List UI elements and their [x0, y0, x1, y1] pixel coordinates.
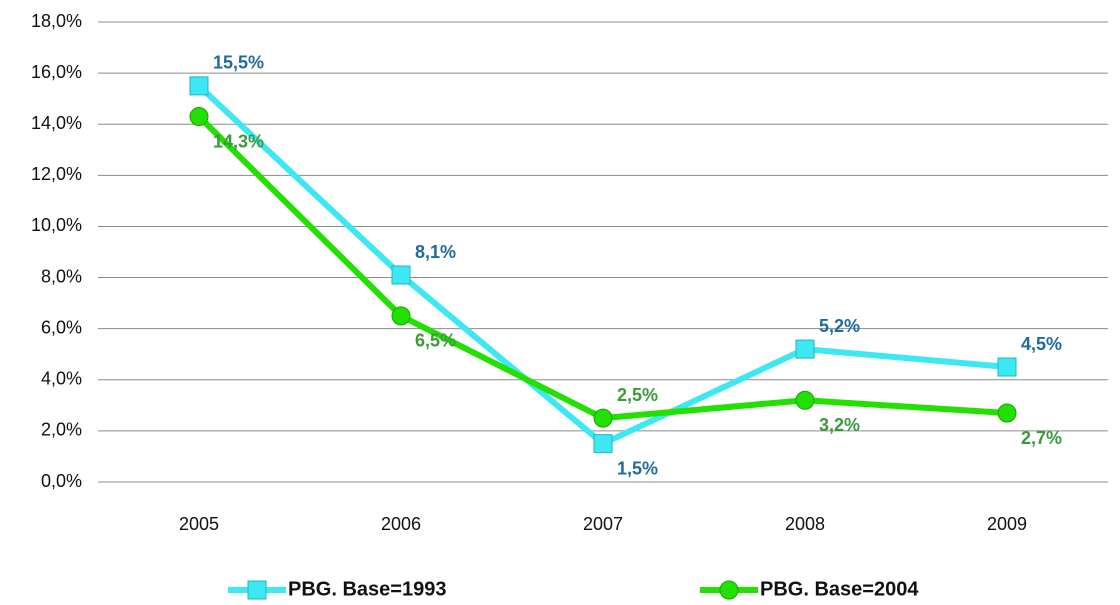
y-tick-label: 4,0% — [41, 369, 82, 389]
x-tick-label: 2006 — [381, 514, 421, 534]
data-label: 5,2% — [819, 316, 860, 336]
y-tick-label: 10,0% — [31, 215, 82, 235]
data-point — [189, 107, 209, 127]
y-tick-label: 18,0% — [31, 11, 82, 31]
data-label: 2,5% — [617, 385, 658, 405]
data-point — [391, 265, 411, 285]
legend-marker — [247, 580, 267, 600]
data-point — [391, 306, 411, 326]
data-point — [997, 403, 1017, 423]
series-line — [196, 114, 1008, 422]
x-tick-label: 2007 — [583, 514, 623, 534]
data-point — [593, 408, 613, 428]
data-label: 3,2% — [819, 415, 860, 435]
legend-marker — [719, 580, 739, 600]
x-tick-label: 2009 — [987, 514, 1027, 534]
series-line — [196, 83, 1008, 447]
x-tick-label: 2005 — [179, 514, 219, 534]
data-label: 15,5% — [213, 53, 264, 73]
y-tick-label: 0,0% — [41, 471, 82, 491]
y-tick-label: 2,0% — [41, 420, 82, 440]
y-tick-label: 6,0% — [41, 317, 82, 337]
data-label: 1,5% — [617, 458, 658, 478]
data-point — [795, 339, 815, 359]
data-point — [795, 390, 815, 410]
y-tick-label: 12,0% — [31, 164, 82, 184]
data-label: 6,5% — [415, 331, 456, 351]
data-point — [189, 76, 209, 96]
data-point — [997, 357, 1017, 377]
y-tick-label: 8,0% — [41, 266, 82, 286]
data-point — [593, 434, 613, 454]
legend-label: PBG. Base=1993 — [288, 578, 446, 600]
data-label: 8,1% — [415, 242, 456, 262]
data-label: 14,3% — [213, 131, 264, 151]
y-tick-label: 16,0% — [31, 62, 82, 82]
data-label: 4,5% — [1021, 334, 1062, 354]
x-tick-label: 2008 — [785, 514, 825, 534]
y-tick-label: 14,0% — [31, 113, 82, 133]
legend-label: PBG. Base=2004 — [760, 578, 919, 600]
data-label: 2,7% — [1021, 428, 1062, 448]
